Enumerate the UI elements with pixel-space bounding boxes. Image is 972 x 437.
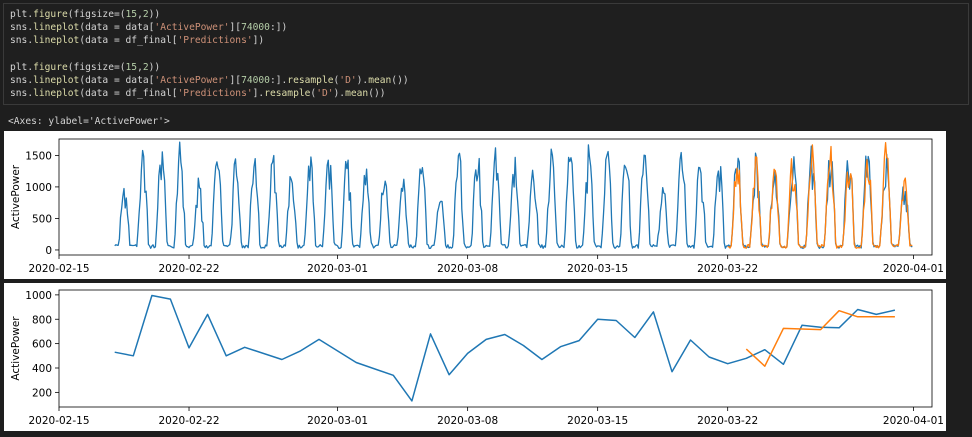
series-line-predictions	[727, 142, 913, 249]
code-token: resample	[287, 74, 334, 86]
y-axis-label: ActivePower	[10, 316, 22, 381]
output-label: <Axes: ylabel='ActivePower'>	[8, 116, 170, 127]
code-token: mean	[368, 74, 392, 86]
code-token: ][	[229, 22, 242, 34]
code-token: sns.	[10, 22, 34, 34]
code-token: 'Predictions'	[177, 35, 253, 47]
code-token: ))	[148, 61, 161, 73]
code-token: lineplot	[33, 22, 80, 34]
series-line-predictions	[745, 309, 895, 367]
series-line-actual	[114, 294, 896, 402]
code-token: ])	[252, 35, 265, 47]
code-token: ].	[252, 88, 265, 100]
code-token: 15	[125, 9, 138, 20]
code-token: sns.	[10, 35, 34, 47]
x-tick-label: 2020-03-08	[437, 415, 498, 427]
y-tick-label: 500	[32, 213, 52, 225]
x-tick-label: 2020-02-15	[28, 263, 89, 275]
code-line: sns.lineplot(data = data['ActivePower'][…	[10, 74, 409, 87]
code-token: lineplot	[33, 74, 80, 86]
code-token: 'D'	[316, 88, 334, 100]
code-token: 74000	[241, 22, 270, 34]
code-line	[10, 48, 409, 61]
x-tick-label: 2020-03-01	[307, 415, 368, 427]
x-tick-label: 2020-03-15	[567, 263, 628, 275]
code-token: figure	[33, 61, 68, 73]
code-token: sns.	[10, 74, 34, 86]
code-token: 2	[142, 61, 149, 73]
y-tick-label: 1500	[25, 150, 52, 162]
code-line: sns.lineplot(data = df_final['Prediction…	[10, 34, 409, 47]
code-token: lineplot	[33, 35, 80, 47]
code-token: lineplot	[33, 88, 80, 100]
x-tick-label: 2020-03-15	[567, 415, 628, 427]
code-token: :].	[269, 74, 288, 86]
y-tick-label: 800	[32, 314, 52, 326]
code-line: sns.lineplot(data = df_final['Prediction…	[10, 87, 409, 100]
code-token: (data = df_final[	[79, 35, 178, 47]
code-token: 74000	[241, 74, 270, 86]
code-token: resample	[264, 88, 311, 100]
code-token: (figsize=(	[67, 61, 126, 73]
code-token: (data = df_final[	[79, 88, 178, 100]
y-tick-label: 600	[32, 339, 52, 351]
x-tick-label: 2020-02-22	[159, 415, 220, 427]
code-editor[interactable]: plt.figure(figsize=(15,2)) sns.lineplot(d…	[10, 8, 409, 100]
x-tick-label: 2020-02-22	[159, 263, 220, 275]
y-tick-label: 400	[32, 363, 52, 375]
y-tick-label: 1000	[25, 290, 52, 302]
code-token: figure	[33, 9, 68, 20]
code-token: (figsize=(	[67, 9, 126, 20]
y-tick-label: 0	[45, 245, 52, 257]
line-chart-2: 200 400 600 800 1000 2020-02-15 2020-02-22 2020…	[10, 289, 944, 427]
code-token: 'Predictions'	[177, 88, 253, 100]
code-line: plt.figure(figsize=(15,2))	[10, 61, 409, 74]
code-token: 2	[142, 9, 149, 20]
code-cell[interactable]: plt.figure(figsize=(15,2)) sns.lineplot(d…	[3, 3, 969, 105]
code-token: (data = data[	[79, 74, 155, 86]
code-token: mean	[345, 88, 369, 100]
line-chart-1: 0 500 1000 1500 2020-02-15 2020-02-22 2020-03-…	[10, 138, 944, 275]
code-token: plt.	[10, 61, 34, 73]
code-token: (data = data[	[79, 22, 155, 34]
y-tick-label: 1000	[25, 182, 52, 194]
code-token: ,	[137, 61, 143, 73]
x-tick-label: 2020-02-15	[28, 415, 89, 427]
plot-2: 200 400 600 800 1000 2020-02-15 2020-02-22 2020…	[4, 283, 946, 431]
code-token: ).	[356, 74, 369, 86]
plot-1: 0 500 1000 1500 2020-02-15 2020-02-22 2020-03-…	[4, 131, 946, 279]
axes-frame	[58, 289, 933, 408]
x-tick-label: 2020-03-01	[307, 263, 368, 275]
code-token: 15	[125, 61, 138, 73]
code-token: 'ActivePower'	[154, 74, 230, 86]
x-tick-label: 2020-03-22	[697, 263, 758, 275]
code-token: ))	[148, 9, 161, 20]
y-tick-label: 200	[32, 387, 52, 399]
code-line: plt.figure(figsize=(15,2))	[10, 8, 409, 21]
x-tick-label: 2020-03-08	[437, 263, 498, 275]
y-axis-label: ActivePower	[10, 164, 22, 229]
code-line: sns.lineplot(data = data['ActivePower'][…	[10, 21, 409, 34]
code-token: 'ActivePower'	[154, 22, 230, 34]
code-token: sns.	[10, 88, 34, 100]
x-tick-label: 2020-04-01	[883, 415, 944, 427]
code-token: (	[310, 88, 317, 100]
x-tick-label: 2020-04-01	[883, 263, 944, 275]
code-token: :])	[269, 22, 288, 34]
code-token: ())	[368, 88, 386, 100]
code-token: (	[333, 74, 340, 86]
x-tick-label: 2020-03-22	[697, 415, 758, 427]
code-token: ,	[137, 9, 143, 20]
code-token: 'D'	[339, 74, 357, 86]
code-token: plt.	[10, 9, 34, 20]
code-token: ())	[391, 74, 409, 86]
code-token: ][	[229, 74, 242, 86]
code-token: ).	[333, 88, 346, 100]
